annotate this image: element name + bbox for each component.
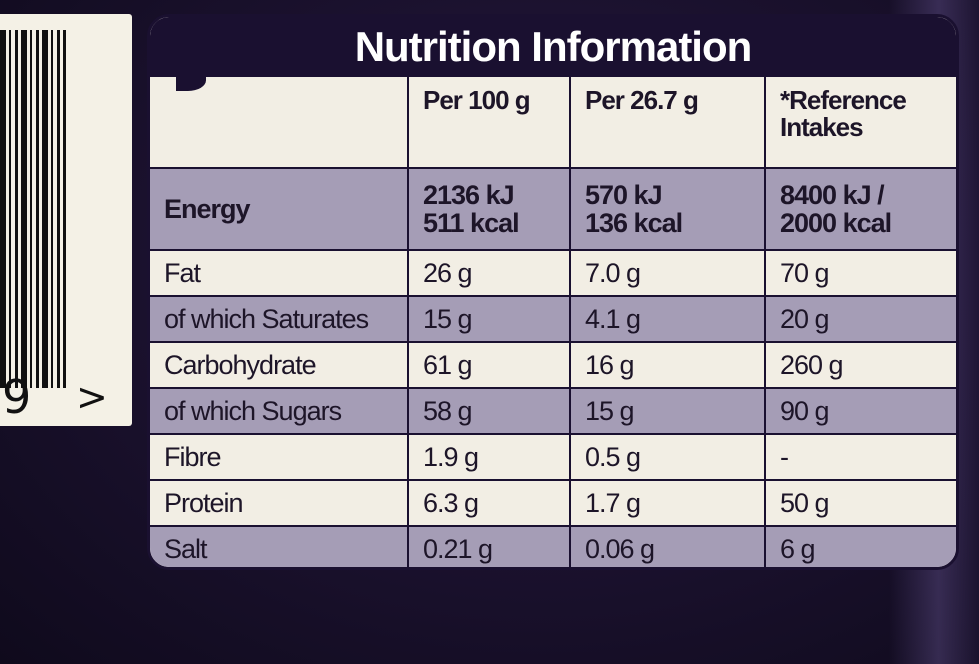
header-per-100g: Per 100 g xyxy=(407,77,571,169)
title-bar: Nutrition Information xyxy=(150,17,956,91)
barcode-arrow: > xyxy=(76,375,108,419)
per-portion-value: 7.0 g xyxy=(569,249,766,297)
barcode-digit: 9 xyxy=(2,370,32,424)
per-100g-value: 15 g xyxy=(407,295,571,343)
per-portion-value: 1.7 g xyxy=(569,479,766,527)
per-100g-value: 26 g xyxy=(407,249,571,297)
per-100g-value: 61 g xyxy=(407,341,571,389)
table-row-saturates: of which Saturates 15 g 4.1 g 20 g xyxy=(150,295,956,343)
reference-intake-value: - xyxy=(764,433,956,481)
table-row-fibre: Fibre 1.9 g 0.5 g - xyxy=(150,433,956,481)
nutrient-label: Salt xyxy=(150,525,409,567)
nutrient-label: of which Sugars xyxy=(150,387,409,435)
per-100g-value: 58 g xyxy=(407,387,571,435)
table-row-carbohydrate: Carbohydrate 61 g 16 g 260 g xyxy=(150,341,956,389)
reference-intake-value: 20 g xyxy=(764,295,956,343)
header-per-portion: Per 26.7 g xyxy=(569,77,766,169)
energy-ri-kcal: 2000 kcal xyxy=(780,208,892,238)
barcode-panel: 9 > xyxy=(0,14,132,426)
reference-intake-value: 260 g xyxy=(764,341,956,389)
per-100g-value: 0.21 g xyxy=(407,525,571,567)
table-row-fat: Fat 26 g 7.0 g 70 g xyxy=(150,249,956,297)
per-100g-value: 6.3 g xyxy=(407,479,571,527)
per-100g-value: 1.9 g xyxy=(407,433,571,481)
per-portion-value: 16 g xyxy=(569,341,766,389)
energy-per-portion-kj: 570 kJ xyxy=(585,179,663,210)
energy-label: Energy xyxy=(150,167,409,251)
nutrient-label: Protein xyxy=(150,479,409,527)
per-portion-value: 0.06 g xyxy=(569,525,766,567)
nutrition-table: Per 100 g Per 26.7 g *Reference Intakes … xyxy=(150,77,956,567)
per-portion-value: 15 g xyxy=(569,387,766,435)
energy-per-portion-kcal: 136 kcal xyxy=(585,208,683,238)
reference-intake-value: 90 g xyxy=(764,387,956,435)
reference-intake-value: 50 g xyxy=(764,479,956,527)
per-portion-value: 4.1 g xyxy=(569,295,766,343)
table-row-sugars: of which Sugars 58 g 15 g 90 g xyxy=(150,387,956,435)
reference-intake-value: 70 g xyxy=(764,249,956,297)
header-blank xyxy=(150,77,409,169)
barcode-bars xyxy=(0,30,66,388)
header-reference-intakes: *Reference Intakes xyxy=(764,77,956,169)
nutrient-label: of which Saturates xyxy=(150,295,409,343)
header-row: Per 100 g Per 26.7 g *Reference Intakes xyxy=(150,77,956,169)
nutrient-label: Fibre xyxy=(150,433,409,481)
energy-row: Energy 2136 kJ 511 kcal 570 kJ 136 kcal … xyxy=(150,167,956,251)
reference-intake-value: 6 g xyxy=(764,525,956,567)
nutrient-label: Fat xyxy=(150,249,409,297)
nutrition-title: Nutrition Information xyxy=(354,23,753,70)
per-portion-value: 0.5 g xyxy=(569,433,766,481)
energy-ri-kj: 8400 kJ / xyxy=(780,179,885,210)
energy-per-100g-kcal: 511 kcal xyxy=(423,208,520,238)
nutrient-label: Carbohydrate xyxy=(150,341,409,389)
energy-per-100g-kj: 2136 kJ xyxy=(423,179,515,210)
energy-per-100g: 2136 kJ 511 kcal xyxy=(407,167,571,251)
energy-per-portion: 570 kJ 136 kcal xyxy=(569,167,766,251)
table-row-protein: Protein 6.3 g 1.7 g 50 g xyxy=(150,479,956,527)
energy-reference-intake: 8400 kJ / 2000 kcal xyxy=(764,167,956,251)
table-row-salt: Salt 0.21 g 0.06 g 6 g xyxy=(150,525,956,567)
nutrition-label: Nutrition Information Per 100 g Per 26.7… xyxy=(147,14,959,570)
